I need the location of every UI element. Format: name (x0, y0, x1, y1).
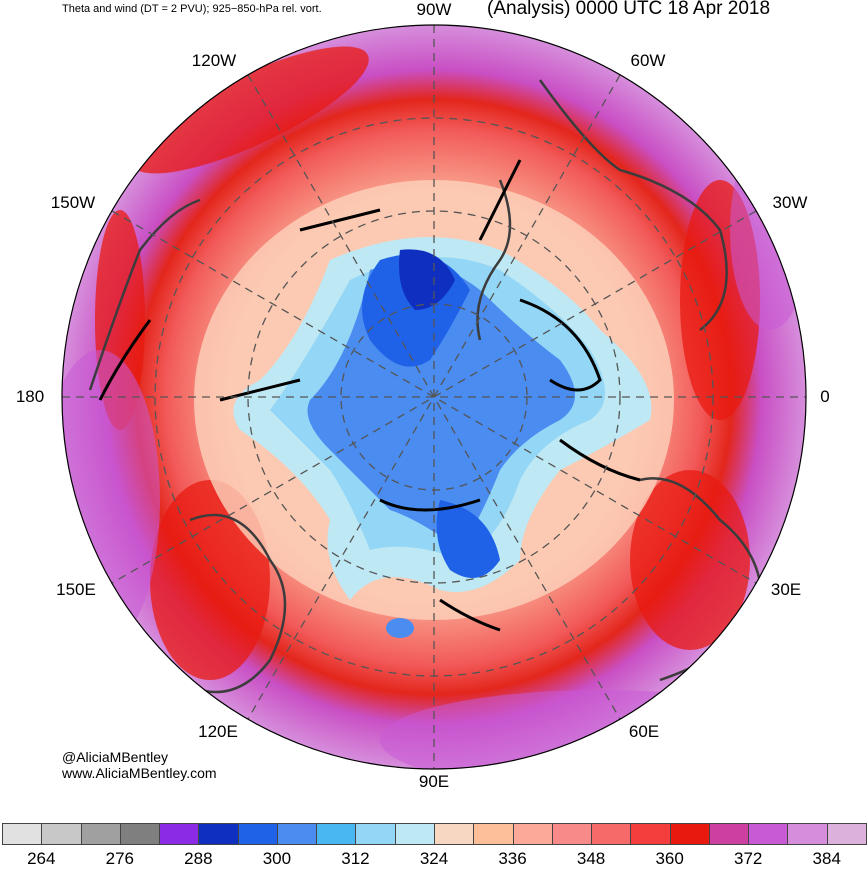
warm-ring (95, 46, 760, 680)
lon-label-90w: 90W (416, 0, 452, 19)
lon-label-150e: 150E (56, 580, 96, 599)
colorbar-swatch (787, 823, 828, 845)
colorbar-swatch (2, 823, 43, 845)
lon-label-180: 180 (15, 387, 45, 406)
coastlines (88, 79, 763, 694)
colorbar-swatch (80, 823, 121, 845)
colorbar-swatch (512, 823, 553, 845)
lon-label-90e: 90E (418, 772, 450, 791)
lon-label-150w: 150W (50, 193, 96, 212)
colorbar-swatch (434, 823, 475, 845)
graticule (62, 25, 806, 769)
lon-label-30w: 30W (772, 193, 808, 212)
credit-url: www.AliciaMBentley.com (62, 765, 217, 781)
lon-label-60w: 60W (630, 51, 666, 70)
colorbar-tick-label: 324 (419, 849, 449, 868)
colorbar-swatch (473, 823, 514, 845)
lon-label-120e: 120E (198, 722, 238, 741)
plot-subtitle: Theta and wind (DT = 2 PVU); 925−850-hPa… (62, 3, 322, 15)
colorbar-swatch (669, 823, 710, 845)
credit-handle: @AliciaMBentley (62, 749, 169, 765)
lon-label-60e: 60E (628, 722, 660, 741)
colorbar-swatch (551, 823, 593, 845)
colorbar-swatch (159, 823, 200, 845)
colorbar-tick-label: 288 (184, 849, 213, 868)
colorbar-swatch (394, 823, 435, 845)
colorbar-swatch (119, 823, 161, 845)
colorbar-tick-label: 300 (262, 849, 292, 868)
vorticity-contours (98, 159, 641, 632)
colorbar-tick-label: 264 (27, 849, 56, 868)
colorbar-swatch (591, 823, 632, 845)
colorbar-tick-label: 360 (655, 849, 684, 868)
colorbar-swatch (237, 823, 278, 845)
cold-core (233, 237, 652, 638)
colorbar-tick-label: 384 (812, 849, 841, 868)
colorbar-swatch (708, 823, 750, 845)
lon-label-30e: 30E (770, 580, 802, 599)
lon-label-0: 0 (820, 387, 830, 406)
colorbar-swatch (826, 823, 867, 845)
colorbar-swatch (276, 823, 318, 845)
colorbar-swatch (316, 823, 357, 845)
colorbar: 264 276 288 300 312 324 336 348 360 372 384 (0, 823, 868, 868)
colorbar-swatch (630, 823, 671, 845)
colorbar-tick-label: 372 (733, 849, 763, 868)
colorbar-tick-label: 348 (576, 849, 606, 868)
colorbar-swatch (355, 823, 396, 845)
colorbar-swatch (748, 823, 789, 845)
colorbar-tick-label: 276 (105, 849, 134, 868)
colorbar-tick-label: 336 (498, 849, 527, 868)
lon-label-120w: 120W (191, 51, 237, 70)
colorbar-tick-label: 312 (341, 849, 370, 868)
plot-title: (Analysis) 0000 UTC 18 Apr 2018 (487, 0, 771, 19)
map-border (61, 24, 807, 770)
colorbar-swatch (41, 823, 82, 845)
colorbar-swatch (198, 823, 239, 845)
